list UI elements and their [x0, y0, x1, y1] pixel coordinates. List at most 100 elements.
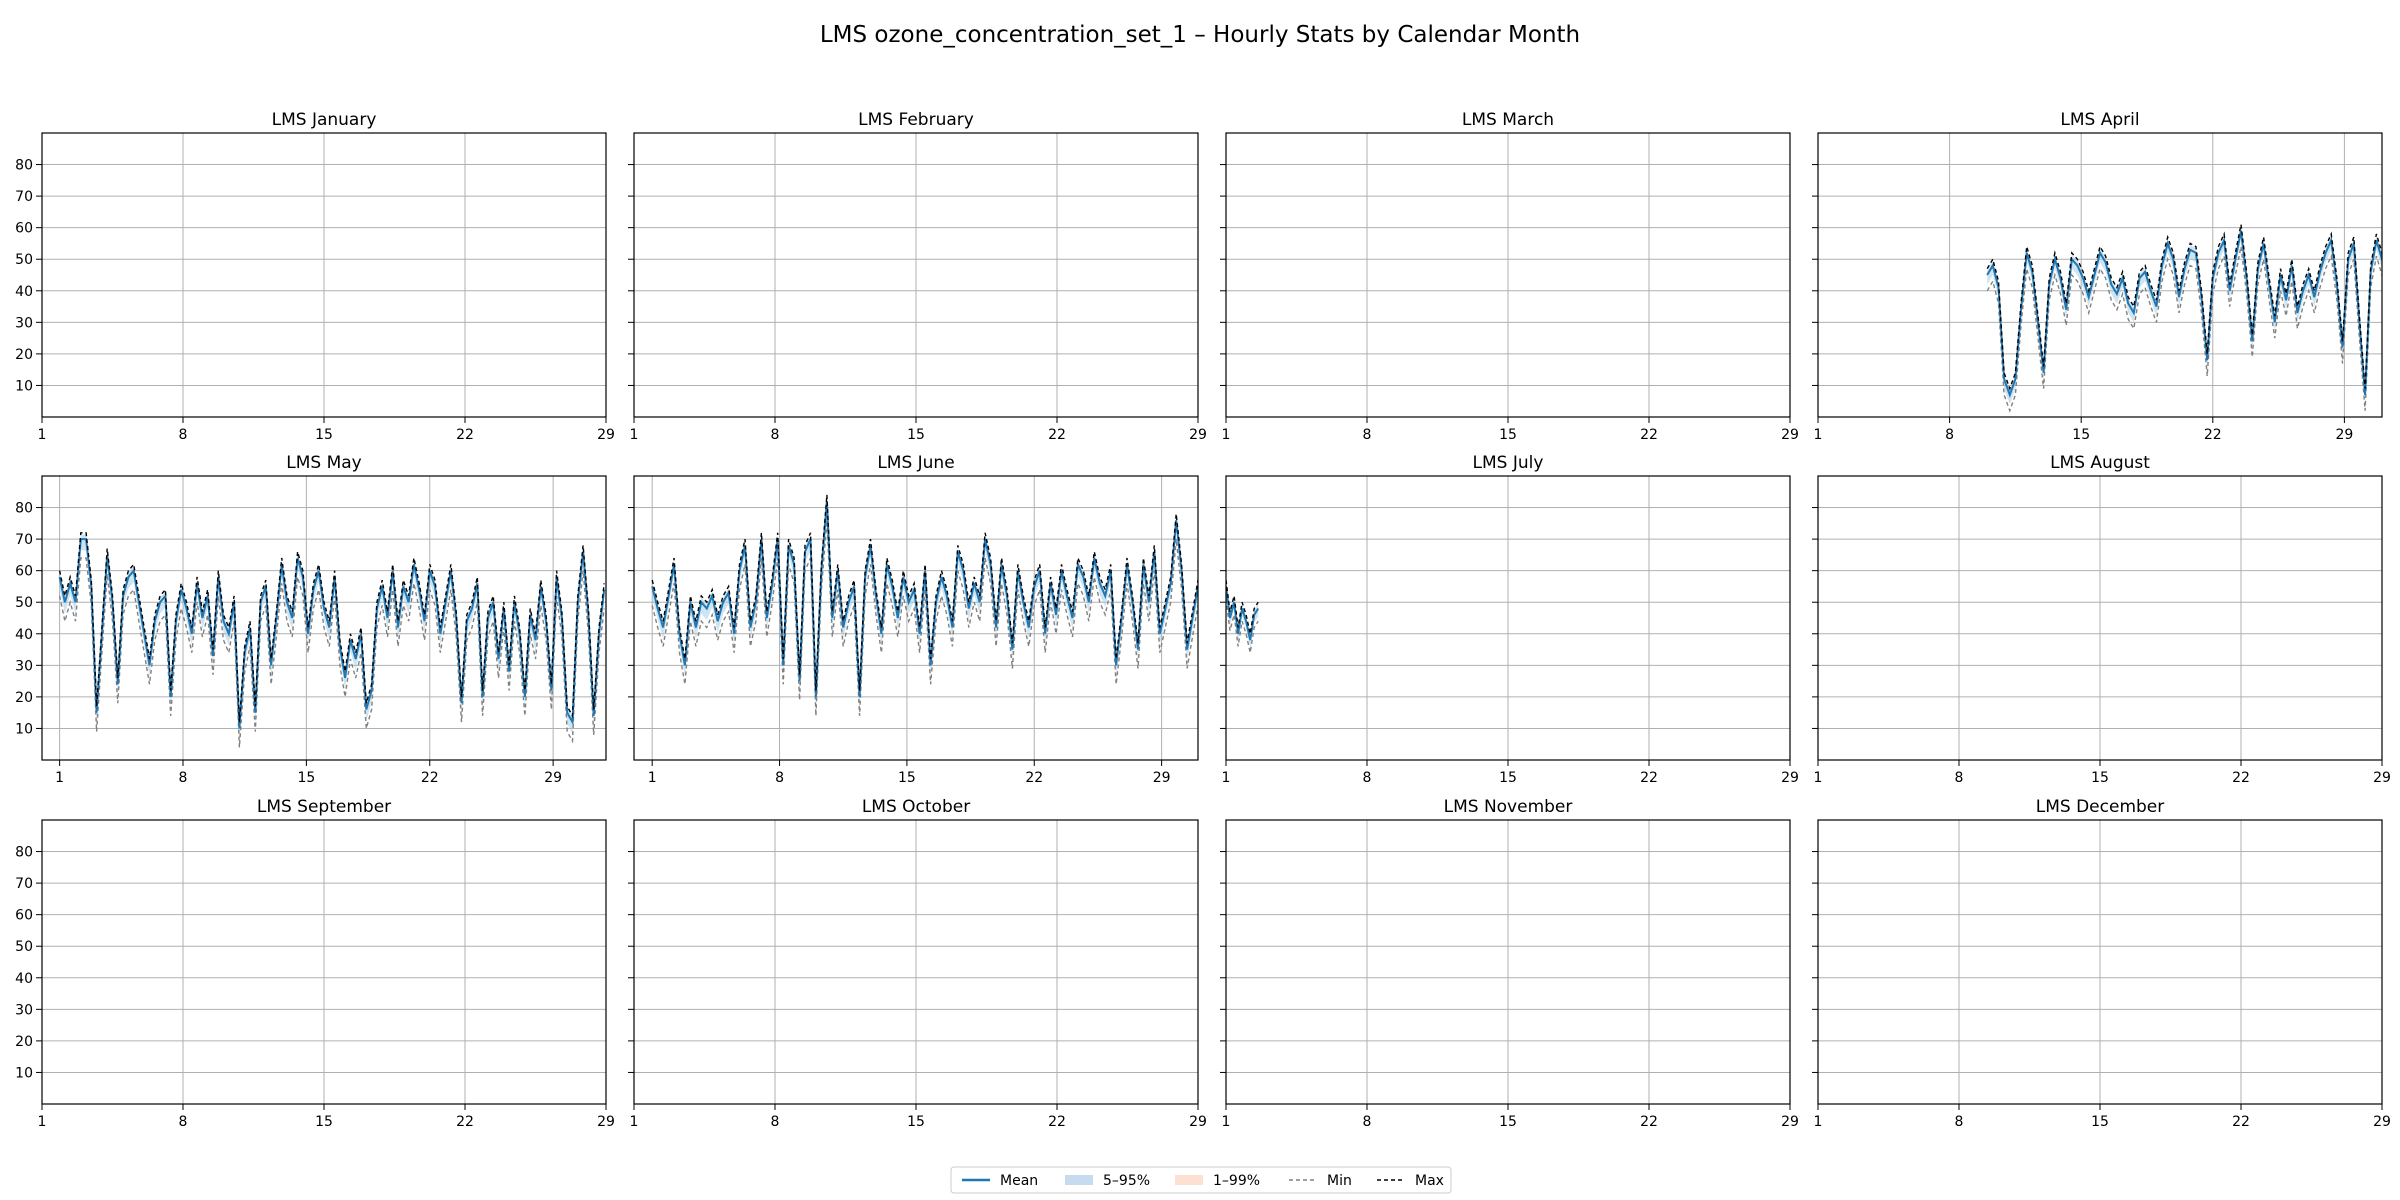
- x-tick-label: 8: [1363, 1114, 1372, 1130]
- legend-label: Max: [1415, 1173, 1444, 1189]
- x-tick-label: 8: [1945, 427, 1954, 443]
- x-tick-label: 29: [1153, 770, 1171, 786]
- band-5-95: [59, 534, 605, 740]
- panel-lms-december: LMS December 1 8 15 22 29: [1812, 797, 2391, 1130]
- y-tick-label: 20: [15, 347, 33, 363]
- y-tick-label: 40: [15, 971, 33, 987]
- x-tick-label: 29: [2335, 427, 2353, 443]
- y-tick-label: 10: [15, 378, 33, 394]
- x-tick-label: 22: [421, 770, 439, 786]
- series-mean: [1986, 230, 2382, 398]
- y-tick-label: 20: [15, 690, 33, 706]
- x-tick-label: 1: [1222, 770, 1231, 786]
- x-tick-label: 22: [2232, 1114, 2250, 1130]
- panel-lms-october: LMS October 1 8 15 22 29: [628, 797, 1207, 1130]
- y-tick-label: 80: [15, 501, 33, 517]
- panel-lms-november: LMS November 1 8 15 22 29: [1220, 797, 1799, 1130]
- x-tick-label: 22: [1048, 427, 1066, 443]
- x-tick-label: 29: [544, 770, 562, 786]
- panel-title: LMS November: [1444, 797, 1573, 817]
- x-tick-label: 15: [907, 1114, 925, 1130]
- legend-entry-1: 5–95%: [1065, 1173, 1150, 1189]
- x-tick-label: 15: [315, 427, 333, 443]
- series-mean: [651, 501, 1198, 697]
- x-tick-label: 29: [1781, 770, 1799, 786]
- panel-title: LMS December: [2036, 797, 2165, 817]
- panel-title: LMS February: [858, 110, 974, 130]
- panel-title: LMS September: [257, 797, 391, 817]
- panel-title: LMS May: [286, 453, 361, 473]
- series-group: [58, 532, 606, 748]
- x-tick-label: 8: [179, 1114, 188, 1130]
- series-group: [1226, 580, 1260, 653]
- series-max: [1986, 224, 2382, 391]
- panel-title: LMS October: [862, 797, 970, 817]
- x-tick-label: 8: [1955, 1114, 1964, 1130]
- y-tick-label: 50: [15, 939, 33, 955]
- legend-entry-3: Min: [1289, 1173, 1352, 1189]
- y-tick-label: 60: [15, 221, 33, 237]
- x-tick-label: 8: [775, 770, 784, 786]
- y-tick-label: 50: [15, 595, 33, 611]
- x-tick-label: 29: [1781, 427, 1799, 443]
- series-min: [1226, 599, 1259, 653]
- legend-swatch-band: [1065, 1175, 1093, 1185]
- x-tick-label: 1: [648, 770, 657, 786]
- x-tick-label: 29: [1189, 427, 1207, 443]
- x-tick-label: 8: [1955, 770, 1964, 786]
- x-tick-label: 22: [1640, 770, 1658, 786]
- x-tick-label: 29: [597, 427, 615, 443]
- panel-lms-january: LMS January 1 8 15 22 29 10 20 30 40 50 60 70 80: [15, 110, 615, 443]
- panel-lms-august: LMS August 1 8 15 22 29: [1812, 453, 2391, 786]
- panel-title: LMS March: [1462, 110, 1554, 130]
- legend-entry-0: Mean: [962, 1173, 1038, 1189]
- series-max: [651, 494, 1198, 691]
- legend-label: 1–99%: [1213, 1173, 1260, 1189]
- x-tick-label: 22: [456, 1114, 474, 1130]
- x-tick-label: 1: [630, 1114, 639, 1130]
- y-tick-label: 60: [15, 908, 33, 924]
- band-5-95: [1987, 226, 2382, 405]
- axes-frame: [41, 475, 607, 761]
- y-tick-label: 70: [15, 876, 33, 892]
- x-tick-label: 15: [898, 770, 916, 786]
- axes-frame: [1817, 132, 2383, 418]
- x-tick-label: 15: [1499, 1114, 1517, 1130]
- series-max: [1226, 580, 1259, 634]
- panel-title: LMS July: [1473, 453, 1544, 473]
- panel-lms-april: LMS April 1 8 15 22 29: [1812, 110, 2383, 443]
- x-tick-label: 29: [1189, 1114, 1207, 1130]
- panel-title: LMS June: [877, 453, 954, 473]
- x-tick-label: 22: [456, 427, 474, 443]
- panel-title: LMS April: [2060, 110, 2139, 130]
- y-tick-label: 10: [15, 721, 33, 737]
- figure-title: LMS ozone_concentration_set_1 – Hourly S…: [820, 22, 1580, 48]
- x-tick-label: 29: [2373, 770, 2391, 786]
- series-min: [1986, 246, 2382, 413]
- y-tick-label: 30: [15, 1002, 33, 1018]
- x-tick-label: 15: [2091, 1114, 2109, 1130]
- y-tick-label: 50: [15, 252, 33, 268]
- x-tick-label: 15: [907, 427, 925, 443]
- series-mean: [1226, 586, 1260, 641]
- panel-title: LMS August: [2050, 453, 2150, 473]
- y-tick-label: 30: [15, 315, 33, 331]
- panel-lms-may: LMS May 1 8 15 22 29 10 20 30 40 50 60 70 80: [15, 453, 607, 786]
- x-tick-label: 1: [55, 770, 64, 786]
- x-tick-label: 1: [38, 427, 47, 443]
- legend-label: Mean: [1000, 1173, 1038, 1189]
- x-tick-label: 22: [1048, 1114, 1066, 1130]
- x-tick-label: 22: [1025, 770, 1043, 786]
- x-tick-label: 15: [315, 1114, 333, 1130]
- x-tick-label: 15: [1499, 770, 1517, 786]
- x-tick-label: 8: [771, 1114, 780, 1130]
- x-tick-label: 22: [2204, 427, 2222, 443]
- y-tick-label: 30: [15, 658, 33, 674]
- series-min: [651, 520, 1198, 716]
- panel-grid: LMS January 1 8 15 22 29 10 20 30 40 50 60 70 80 LMS F…: [15, 110, 2391, 1130]
- x-tick-label: 1: [630, 427, 639, 443]
- x-tick-label: 29: [1781, 1114, 1799, 1130]
- panel-lms-september: LMS September 1 8 15 22 29 10 20 30 40 50 60 70 80: [15, 797, 615, 1130]
- x-tick-label: 15: [1499, 427, 1517, 443]
